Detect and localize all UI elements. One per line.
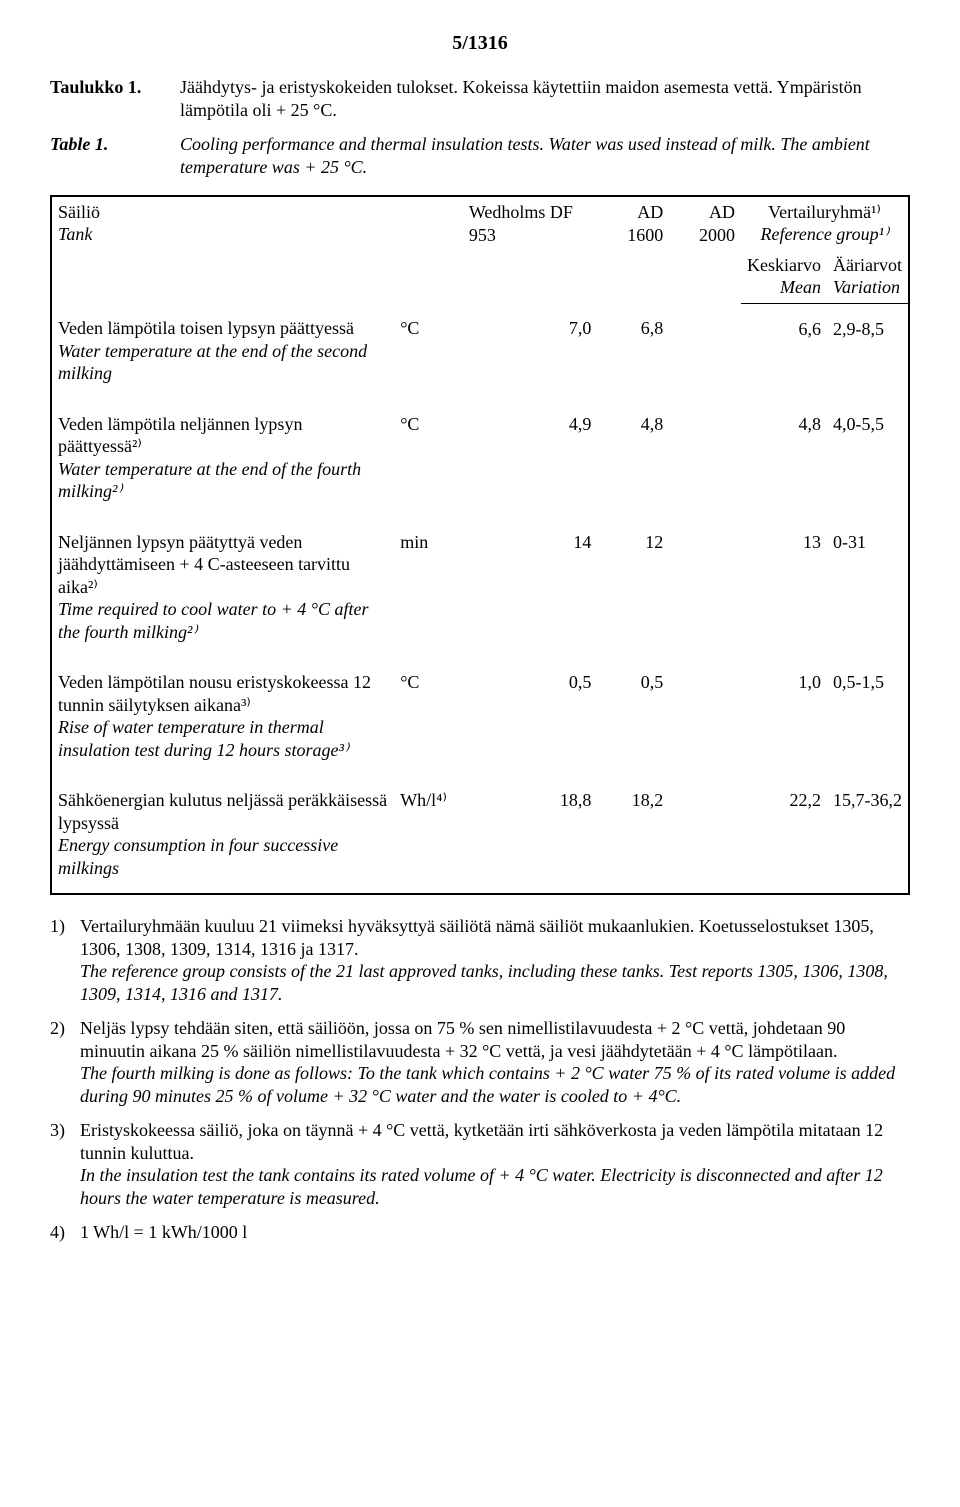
row3-mean: 1,0 [741, 657, 827, 775]
header-ref-fi: Vertailuryhmä¹⁾ [768, 202, 881, 222]
row0-en: Water temperature at the end of the seco… [58, 341, 367, 384]
row0-v2: 6,8 [597, 303, 669, 399]
footnote-3-en: In the insulation test the tank contains… [80, 1165, 883, 1208]
row1-var: 4,0-5,5 [827, 399, 909, 517]
row1-fi: Veden lämpötila neljännen lypsyn päättye… [58, 414, 302, 457]
footnote-4: 4) 1 Wh/l = 1 kWh/1000 l [50, 1221, 910, 1244]
header-mean-en: Mean [780, 277, 821, 297]
footnote-1-num: 1) [50, 915, 80, 1005]
row2-fi: Neljännen lypsyn päätyttyä veden jäähdyt… [58, 532, 350, 597]
row1-unit: °C [394, 399, 463, 517]
footnote-1: 1) Vertailuryhmään kuuluu 21 viimeksi hy… [50, 915, 910, 1005]
row4-en: Energy consumption in four successive mi… [58, 835, 338, 878]
caption-en: Table 1. Cooling performance and thermal… [50, 133, 910, 180]
caption-text-fi: Jäähdytys- ja eristyskokeiden tulokset. … [180, 76, 910, 123]
footnote-3-num: 3) [50, 1119, 80, 1209]
footnote-4-fi: 1 Wh/l = 1 kWh/1000 l [80, 1222, 247, 1242]
header-col3: AD 2000 [669, 196, 741, 304]
row3-v2: 0,5 [597, 657, 669, 775]
row2-en: Time required to cool water to + 4 °C af… [58, 599, 369, 642]
row2-mean: 13 [741, 517, 827, 658]
footnote-2: 2) Neljäs lypsy tehdään siten, että säil… [50, 1017, 910, 1107]
footnote-3: 3) Eristyskokeessa säiliö, joka on täynn… [50, 1119, 910, 1209]
row1-mean: 4,8 [741, 399, 827, 517]
caption-text-en: Cooling performance and thermal insulati… [180, 133, 910, 180]
row0-v1: 7,0 [463, 303, 598, 399]
caption-label-fi: Taulukko 1. [50, 76, 180, 123]
row4-fi: Sähköenergian kulutus neljässä peräkkäis… [58, 790, 387, 833]
row4-unit: Wh/l⁴⁾ [394, 775, 463, 894]
footnote-1-fi: Vertailuryhmään kuuluu 21 viimeksi hyväk… [80, 916, 874, 959]
header-var-fi: Ääriarvot [833, 255, 902, 275]
header-col2: AD 1600 [597, 196, 669, 304]
page-number: 5/1316 [50, 30, 910, 56]
row3-unit: °C [394, 657, 463, 775]
row4-var: 15,7-36,2 [827, 775, 909, 894]
row3-fi: Veden lämpötilan nousu eristyskokeessa 1… [58, 672, 371, 715]
row1-v2: 4,8 [597, 399, 669, 517]
footnote-2-fi: Neljäs lypsy tehdään siten, että säiliöö… [80, 1018, 845, 1061]
row4-v1: 18,8 [463, 775, 598, 894]
footnote-1-en: The reference group consists of the 21 l… [80, 961, 888, 1004]
caption-label-en: Table 1. [50, 133, 180, 180]
row0-fi: Veden lämpötila toisen lypsyn päättyessä [58, 318, 354, 338]
footnote-2-num: 2) [50, 1017, 80, 1107]
row1-en: Water temperature at the end of the four… [58, 459, 361, 502]
header-mean-fi: Keskiarvo [747, 255, 821, 275]
header-col1: Wedholms DF 953 [463, 196, 598, 304]
footnote-3-fi: Eristyskokeessa säiliö, joka on täynnä +… [80, 1120, 883, 1163]
header-ref-en: Reference group¹⁾ [761, 224, 889, 244]
row2-unit: min [394, 517, 463, 658]
caption-fi: Taulukko 1. Jäähdytys- ja eristyskokeide… [50, 76, 910, 123]
row2-v2: 12 [597, 517, 669, 658]
footnotes: 1) Vertailuryhmään kuuluu 21 viimeksi hy… [50, 915, 910, 1244]
results-table: Säiliö Tank Wedholms DF 953 AD 1600 AD 2… [50, 195, 910, 896]
row4-mean: 22,2 [741, 775, 827, 894]
header-tank-en: Tank [58, 224, 92, 244]
row0-unit: °C [394, 303, 463, 399]
row3-en: Rise of water temperature in thermal ins… [58, 717, 348, 760]
row4-v2: 18,2 [597, 775, 669, 894]
row3-var: 0,5-1,5 [827, 657, 909, 775]
row3-v1: 0,5 [463, 657, 598, 775]
header-tank-fi: Säiliö [58, 202, 100, 222]
row2-var: 0-31 [827, 517, 909, 658]
footnote-4-num: 4) [50, 1221, 80, 1244]
row1-v1: 4,9 [463, 399, 598, 517]
row2-v1: 14 [463, 517, 598, 658]
footnote-2-en: The fourth milking is done as follows: T… [80, 1063, 895, 1106]
row0-mean: 6,6 [741, 303, 827, 399]
row0-var: 2,9-8,5 [827, 303, 909, 399]
header-var-en: Variation [833, 277, 900, 297]
